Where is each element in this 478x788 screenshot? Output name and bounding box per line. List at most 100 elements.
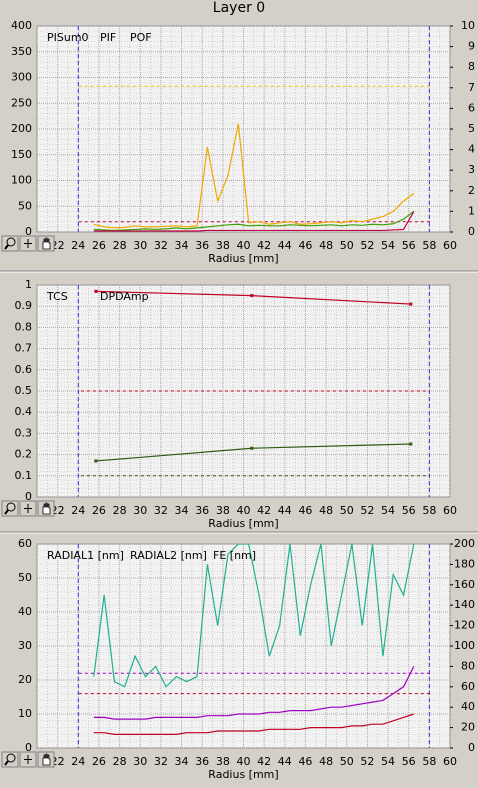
y-tick-label: 0.1 <box>15 469 33 482</box>
y2-tick-label: 10 <box>461 19 475 32</box>
y-tick-label: 0 <box>25 741 32 754</box>
x-tick-label: 36 <box>195 504 209 517</box>
x-tick-label: 24 <box>71 755 85 768</box>
point-marker <box>250 294 254 298</box>
x-axis-label: Radius [mm] <box>208 252 278 265</box>
plot-content <box>77 26 430 232</box>
x-tick-label: 32 <box>154 504 168 517</box>
icon <box>42 753 51 766</box>
x-tick-label: 54 <box>381 755 395 768</box>
x-axis-label: Radius [mm] <box>208 768 278 781</box>
y-tick-label: 50 <box>18 571 32 584</box>
y2-tick-label: 60 <box>461 680 475 693</box>
legend-entry: POF <box>130 31 152 44</box>
icon <box>6 237 16 247</box>
x-tick-label: 60 <box>443 239 457 252</box>
y-tick-label: 0.7 <box>15 342 33 355</box>
x-tick-label: 34 <box>175 239 189 252</box>
y-tick-label: 0 <box>25 490 32 503</box>
x-tick-label: 24 <box>71 239 85 252</box>
y2-tick-label: 2 <box>468 184 475 197</box>
x-tick-label: 40 <box>237 755 251 768</box>
legend-entry: DPDAmp <box>100 290 149 303</box>
y-tick-label: 0.6 <box>15 363 33 376</box>
x-tick-label: 24 <box>71 504 85 517</box>
y2-tick-label: 20 <box>461 721 475 734</box>
x-tick-label: 56 <box>402 239 416 252</box>
y2-tick-label: 9 <box>468 40 475 53</box>
y2-tick-label: 160 <box>454 578 475 591</box>
y2-tick-label: 40 <box>461 700 475 713</box>
x-tick-label: 50 <box>340 504 354 517</box>
x-tick-label: 56 <box>402 504 416 517</box>
x-tick-label: 38 <box>216 755 230 768</box>
x-tick-label: 42 <box>257 755 271 768</box>
x-tick-label: 26 <box>92 755 106 768</box>
y-tick-label: 0.2 <box>15 448 33 461</box>
legend-entry: PISum0 <box>47 31 89 44</box>
y-tick-label: 200 <box>11 122 32 135</box>
x-tick-label: 44 <box>278 755 292 768</box>
y-tick-label: 300 <box>11 71 32 84</box>
y2-tick-label: 0 <box>468 741 475 754</box>
y2-tick-label: 1 <box>468 204 475 217</box>
x-tick-label: 58 <box>422 755 436 768</box>
y-tick-label: 400 <box>11 19 32 32</box>
x-tick-label: 40 <box>237 504 251 517</box>
x-tick-label: 60 <box>443 504 457 517</box>
series-line <box>93 666 415 720</box>
y-tick-label: 100 <box>11 174 32 187</box>
x-tick-label: 32 <box>154 239 168 252</box>
x-tick-label: 46 <box>298 239 312 252</box>
y-tick-label: 0.5 <box>15 384 33 397</box>
y-tick-label: 0.8 <box>15 320 33 333</box>
x-tick-label: 52 <box>360 755 374 768</box>
x-tick-label: 26 <box>92 504 106 517</box>
x-tick-label: 36 <box>195 755 209 768</box>
x-tick-label: 46 <box>298 504 312 517</box>
x-tick-label: 42 <box>257 504 271 517</box>
icon <box>4 244 9 250</box>
series-line <box>93 211 415 232</box>
x-tick-label: 28 <box>113 239 127 252</box>
plot-content <box>77 285 430 497</box>
y-tick-label: 60 <box>18 537 32 550</box>
y2-tick-label: 3 <box>468 163 475 176</box>
x-tick-label: 48 <box>319 239 333 252</box>
point-marker <box>94 289 98 293</box>
y2-tick-label: 0 <box>468 225 475 238</box>
x-tick-label: 30 <box>133 504 147 517</box>
y-tick-label: 10 <box>18 707 32 720</box>
y2-tick-label: 80 <box>461 659 475 672</box>
y2-tick-label: 5 <box>468 122 475 135</box>
x-tick-label: 58 <box>422 239 436 252</box>
point-marker <box>409 442 413 446</box>
y-tick-label: 30 <box>18 639 32 652</box>
y2-tick-label: 100 <box>454 639 475 652</box>
plot-content <box>77 544 430 748</box>
icon <box>4 509 9 515</box>
point-marker <box>250 446 254 450</box>
x-tick-label: 44 <box>278 239 292 252</box>
legend-entry: RADIAL1 [nm] <box>47 549 124 562</box>
point-marker <box>94 459 98 463</box>
x-tick-label: 54 <box>381 504 395 517</box>
x-tick-label: 30 <box>133 755 147 768</box>
icon <box>42 502 51 515</box>
icon <box>6 753 16 763</box>
icon <box>6 502 16 512</box>
x-tick-label: 58 <box>422 504 436 517</box>
y-tick-label: 0.3 <box>15 426 33 439</box>
y2-tick-label: 180 <box>454 557 475 570</box>
x-tick-label: 38 <box>216 504 230 517</box>
x-tick-label: 34 <box>175 504 189 517</box>
point-marker <box>409 302 413 306</box>
x-axis-label: Radius [mm] <box>208 517 278 530</box>
y-tick-label: 50 <box>18 199 32 212</box>
x-tick-label: 34 <box>175 755 189 768</box>
series-line <box>93 210 415 232</box>
x-tick-label: 40 <box>237 239 251 252</box>
y2-tick-label: 120 <box>454 619 475 632</box>
x-tick-label: 48 <box>319 755 333 768</box>
legend-entry: FE [nm] <box>213 549 256 562</box>
